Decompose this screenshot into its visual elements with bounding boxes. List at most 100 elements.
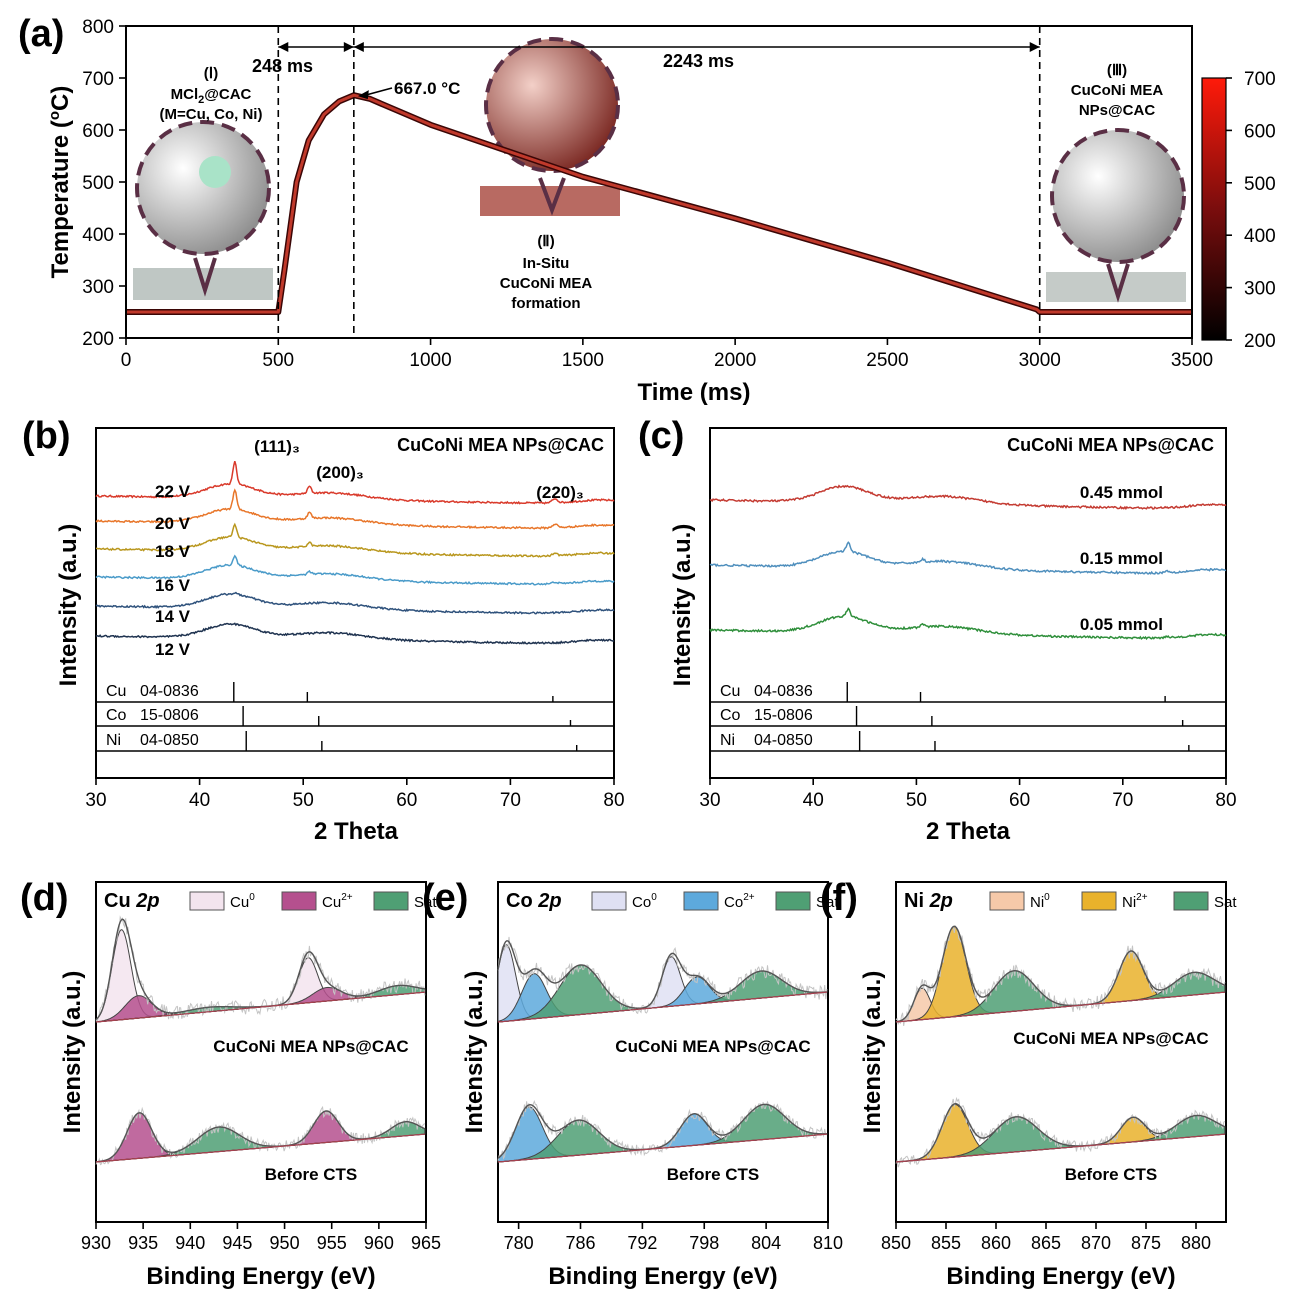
reference-element: Ni [106, 732, 121, 749]
panel-a-xtick-label: 1500 [562, 350, 604, 371]
legend-swatch-0 [989, 891, 1025, 911]
panel-d-xtick-label: 955 [317, 1233, 347, 1253]
legend-swatch-1 [683, 891, 719, 911]
panel-f-xtick-label: 880 [1181, 1233, 1211, 1253]
panel-e: (e) 780 786 792 798 804 810 Binding Energy (eV)… [422, 877, 843, 1290]
reference-code: 15-0806 [140, 707, 199, 724]
legend-swatch-1 [281, 891, 317, 911]
temperature-curve-shadow [126, 92, 1192, 315]
reference-code: 04-0836 [754, 683, 813, 700]
xrd-series-16-V [95, 554, 615, 586]
panel-d-ylabel: Intensity (a.u.) [59, 971, 86, 1134]
legend-label-2: Sat [1214, 894, 1237, 911]
panel-e-xtick-label: 792 [627, 1233, 657, 1253]
legend-base: Sat [414, 894, 437, 911]
title-element: Co [506, 890, 538, 912]
panel-f-xtick-label: 860 [981, 1233, 1011, 1253]
panel-c-xtick-label: 50 [906, 790, 927, 811]
xps-baseline [895, 1133, 1225, 1163]
legend-base: Co [724, 894, 743, 911]
legend-base: Cu [230, 894, 249, 911]
panel-b-frame [95, 427, 615, 779]
legend-label-0: Cu0 [230, 892, 255, 911]
xps-sample-label: Before CTS [1065, 1165, 1158, 1184]
panel-a-ylabel-degree: o [46, 111, 63, 120]
panel-a-ylabel-unit: C) [47, 86, 74, 111]
title-orbital: 2p [537, 890, 561, 912]
panel-c-xlabel: 2 Theta [926, 818, 1011, 845]
xrd-series-0.15-mmol [709, 541, 1227, 575]
legend-swatch-1 [1081, 891, 1117, 911]
panel-e-xtick-label: 786 [565, 1233, 595, 1253]
legend-sup: 2+ [1136, 892, 1148, 903]
xrd-series-22-V [95, 461, 615, 505]
panel-d-xtick-label: 930 [81, 1233, 111, 1253]
panel-b-xtick-label: 50 [293, 790, 314, 811]
stage1-number: (Ⅰ) [204, 65, 218, 82]
reference-element: Ni [720, 732, 735, 749]
panel-c-xtick-label: 40 [803, 790, 824, 811]
xrd-series-label: 0.15 mmol [1080, 549, 1163, 568]
panel-e-xtick-label: 810 [813, 1233, 843, 1253]
xps-baseline [95, 991, 425, 1023]
panel-f-xlabel: Binding Energy (eV) [946, 1263, 1175, 1290]
stage2-line1: In-Situ [523, 255, 570, 272]
panel-a-ylabel-main: Temperature ( [47, 120, 74, 278]
panel-b-label: (b) [22, 415, 71, 457]
panel-c-xtick-label: 80 [1215, 790, 1236, 811]
panel-d-xtick-label: 945 [222, 1233, 252, 1253]
panel-a-ytick-label: 700 [82, 69, 114, 90]
reference-code: 04-0850 [140, 732, 199, 749]
panel-f-xtick-label: 865 [1031, 1233, 1061, 1253]
xrd-series-14-V [95, 591, 615, 615]
panel-a-xtick-label: 1000 [409, 350, 451, 371]
colorbar-tick-label: 700 [1244, 69, 1276, 90]
legend-base: Ni [1122, 894, 1136, 911]
panel-e-xtick-label: 780 [504, 1233, 534, 1253]
legend-base: Co [632, 894, 651, 911]
legend-label-2: Sat [816, 894, 839, 911]
xps-baseline [497, 991, 827, 1023]
panel-a-xtick-label: 3000 [1019, 350, 1061, 371]
legend-base: Sat [1214, 894, 1237, 911]
stage1-illustration [133, 120, 273, 300]
temperature-curve-group [126, 92, 1192, 315]
legend-label-1: Cu2+ [322, 892, 353, 911]
stage1-detail: (M=Cu, Co, Ni) [160, 106, 263, 123]
panel-d-frame [95, 881, 427, 1223]
colorbar [1201, 77, 1227, 341]
xrd-series-18-V [96, 522, 615, 558]
panel-c-ylabel: Intensity (a.u.) [669, 524, 696, 687]
panel-b: (b) CuCoNi MEA NPs@CAC 2 Theta Intensity… [22, 415, 625, 845]
xps-sample-label: Before CTS [667, 1165, 760, 1184]
panel-e-xtick-label: 804 [751, 1233, 781, 1253]
stage1-formula-sub: 2 [198, 94, 204, 106]
panel-e-xtick-label: 798 [689, 1233, 719, 1253]
stage3-line1: CuCoNi MEA [1071, 82, 1164, 99]
xps-fit-envelope [497, 1103, 827, 1159]
panel-e-label: (e) [422, 877, 468, 919]
legend-base: Sat [816, 894, 839, 911]
panel-d: (d) 930 935 940 945 950 955 960 965 Binding Energ… [20, 877, 441, 1290]
panel-f-xtick-label: 850 [881, 1233, 911, 1253]
xps-baseline [497, 1133, 827, 1163]
xrd-series-label: 18 V [155, 542, 191, 561]
xrd-series-label: 16 V [155, 576, 191, 595]
legend-swatch-2 [1173, 891, 1209, 911]
panel-a-xtick-label: 2500 [866, 350, 908, 371]
panel-a-xtick-label: 0 [121, 350, 132, 371]
legend-sup: 2+ [743, 892, 755, 903]
legend-label-0: Ni0 [1030, 892, 1050, 911]
colorbar-tick-label: 200 [1244, 331, 1276, 352]
stage1-formula-b: @CAC [204, 86, 251, 103]
stage2-illustration [480, 37, 620, 216]
xps-sample-label: CuCoNi MEA NPs@CAC [1013, 1029, 1208, 1048]
panel-c-frame [709, 427, 1227, 779]
xps-baseline [95, 1133, 425, 1163]
panel-a-xtick-label: 3500 [1171, 350, 1213, 371]
panel-d-title: Cu 2p [104, 890, 160, 912]
panel-e-ylabel: Intensity (a.u.) [461, 971, 488, 1134]
xps-sample-label: Before CTS [265, 1165, 358, 1184]
xps-fit-envelope [895, 1102, 1226, 1163]
title-element: Ni [904, 890, 930, 912]
